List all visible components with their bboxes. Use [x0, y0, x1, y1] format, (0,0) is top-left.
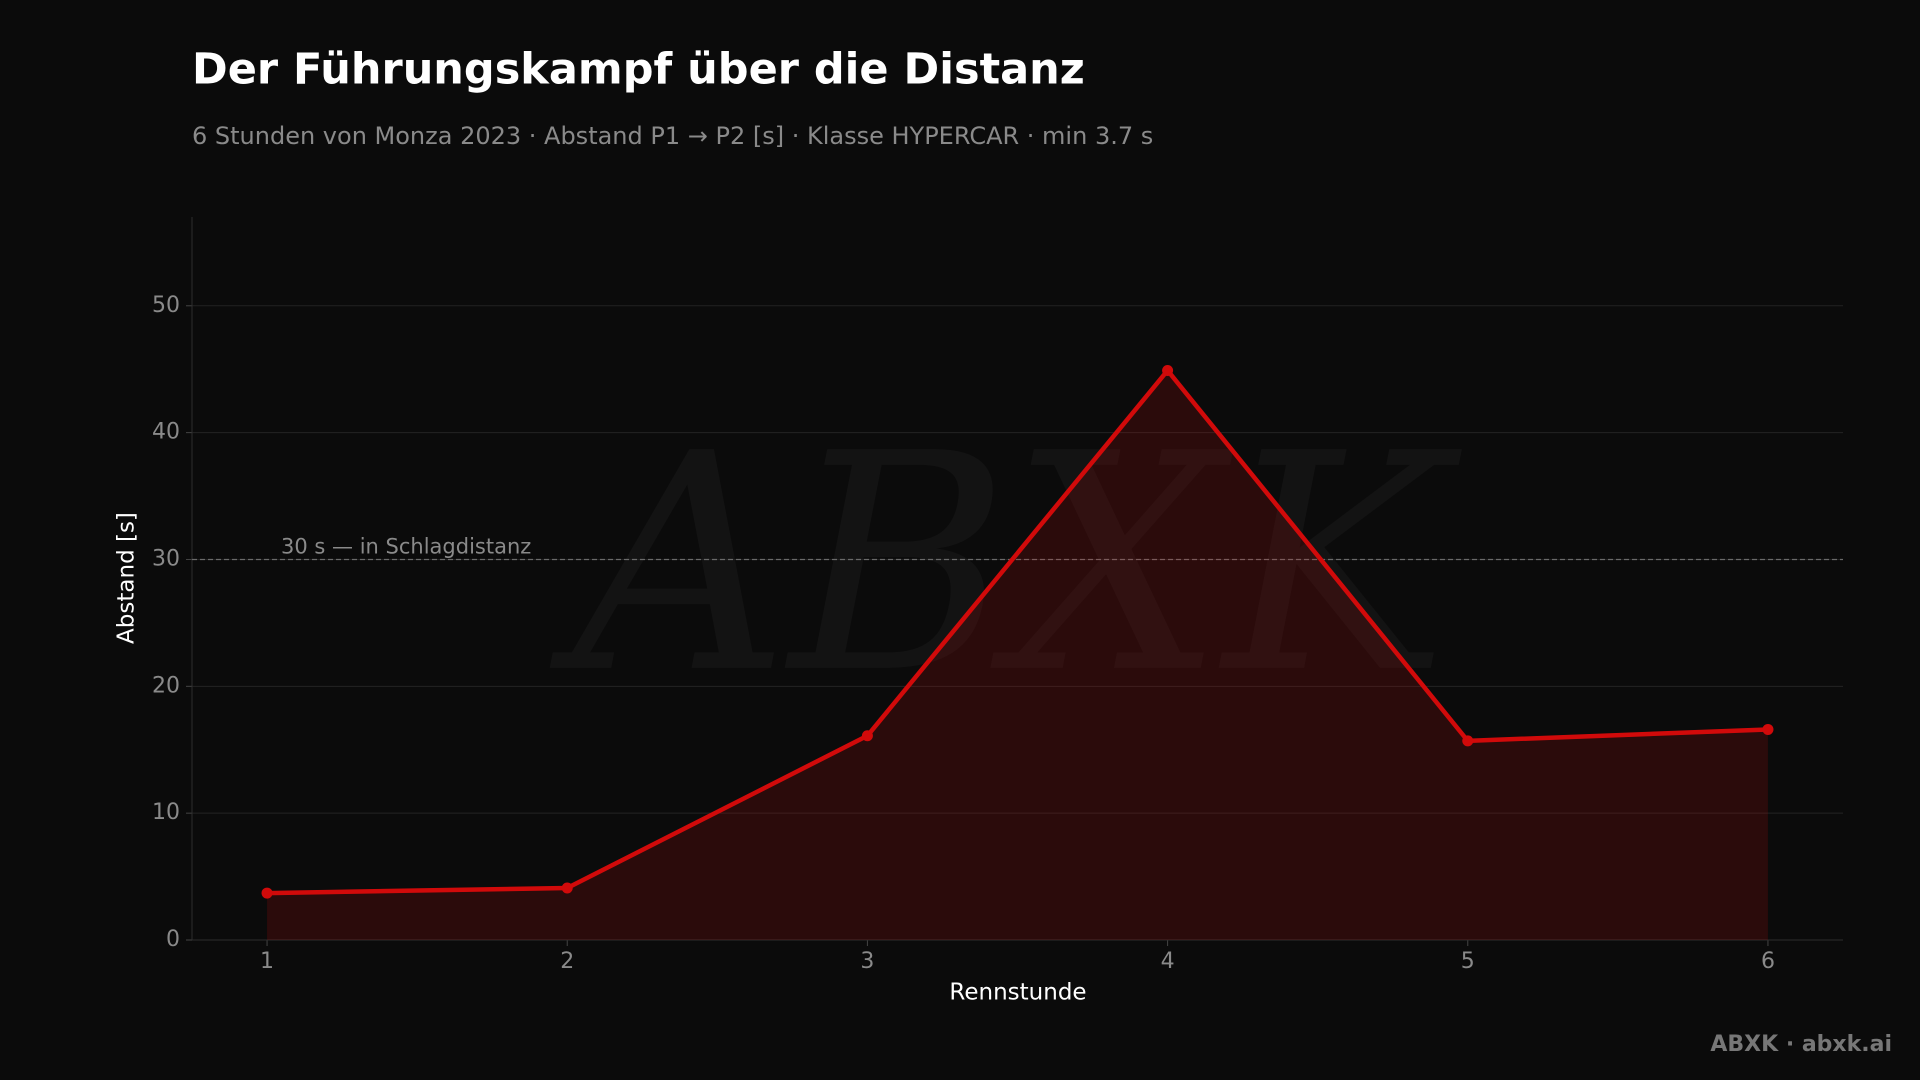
chart-title: Der Führungskampf über die Distanz	[192, 45, 1085, 95]
y-axis-label: Abstand [s]	[114, 512, 140, 644]
x-tick-label: 1	[260, 949, 274, 974]
x-tick-label: 5	[1461, 949, 1475, 974]
y-tick-label: 0	[166, 927, 180, 952]
footer: ABXK · abxk.ai	[1710, 1032, 1892, 1057]
point	[861, 730, 873, 742]
y-tick-label: 50	[152, 293, 180, 318]
point	[1762, 723, 1774, 735]
y-tick-label: 20	[152, 673, 180, 698]
y-tick-label: 30	[152, 546, 180, 571]
area	[267, 370, 1768, 940]
x-axis-label: Rennstunde	[949, 980, 1086, 1006]
point	[261, 887, 273, 899]
threshold-label: 30 s — in Schlagdistanz	[281, 534, 531, 558]
point	[561, 882, 573, 894]
x-tick-label: 3	[860, 949, 874, 974]
line	[267, 368, 1769, 896]
y-tick-label: 40	[152, 420, 180, 445]
x-tick-label: 4	[1161, 949, 1175, 974]
y-tick-label: 10	[152, 800, 180, 825]
point	[1162, 364, 1174, 376]
point	[1462, 735, 1474, 747]
x-tick-label: 6	[1761, 949, 1775, 974]
x-tick-label: 2	[560, 949, 574, 974]
chart-subtitle: 6 Stunden von Monza 2023 · Abstand P1 → …	[192, 122, 1153, 150]
